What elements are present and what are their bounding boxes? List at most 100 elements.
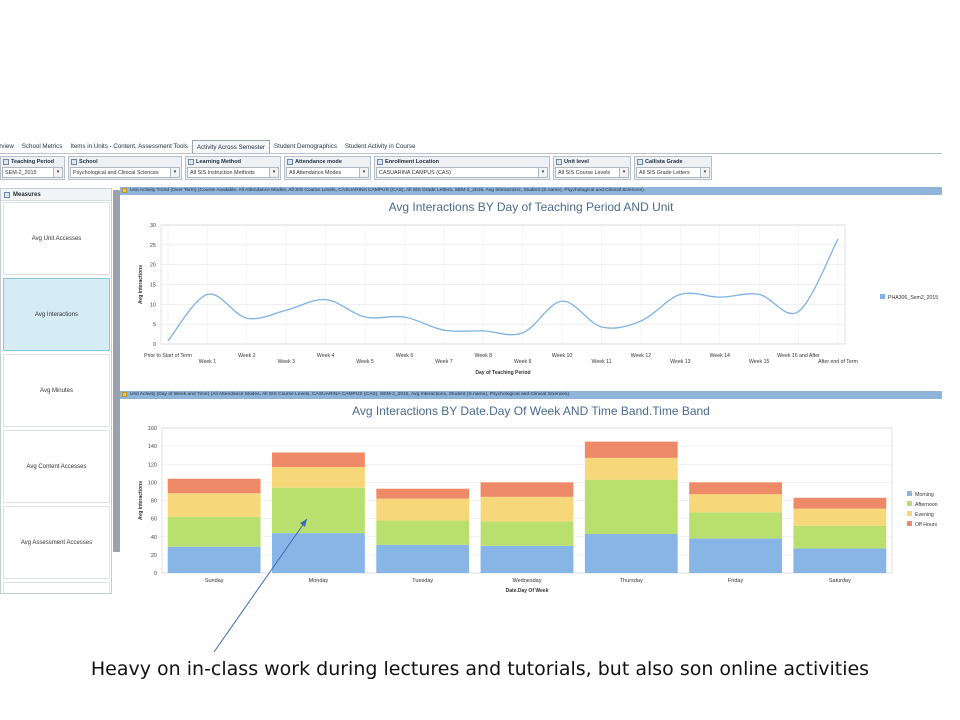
filter-label: Attendance mode bbox=[295, 159, 342, 165]
filter-icon bbox=[188, 159, 194, 165]
filter-icon bbox=[377, 159, 383, 165]
bar-segment bbox=[376, 520, 470, 545]
legend-swatch bbox=[880, 294, 885, 299]
filter-label: Teaching Period bbox=[11, 159, 55, 165]
y-tick-label: 100 bbox=[148, 480, 157, 486]
legend-label: Afternoon bbox=[915, 502, 938, 508]
bar-segment bbox=[480, 482, 574, 497]
bar-segment bbox=[584, 534, 678, 573]
line-point bbox=[640, 320, 642, 322]
star-icon bbox=[122, 188, 127, 193]
bar-segment bbox=[480, 496, 574, 522]
measure-avg-minutes[interactable]: Avg Minutes bbox=[3, 354, 110, 427]
x-axis-title: Date.Day Of Week bbox=[506, 588, 549, 594]
line-point bbox=[246, 317, 248, 319]
x-tick-label: Week 10 bbox=[552, 353, 572, 359]
school-select[interactable]: Psychological and Clinical Sciences ▾ bbox=[70, 167, 180, 178]
x-tick-label: Week 9 bbox=[514, 359, 532, 365]
x-tick-label: Week 5 bbox=[356, 359, 374, 365]
chevron-down-icon[interactable]: ▾ bbox=[700, 168, 709, 177]
y-tick-label: 10 bbox=[150, 302, 156, 308]
y-tick-label: 30 bbox=[150, 223, 156, 229]
star-icon bbox=[122, 392, 127, 397]
x-tick-label: Week 15 bbox=[749, 359, 769, 365]
measures-scrollbar[interactable] bbox=[113, 190, 120, 552]
tab-activity-across-semester[interactable]: Activity Across Semester bbox=[191, 140, 270, 153]
bar-segment bbox=[480, 521, 574, 546]
x-tick-label: Prior to Start of Term bbox=[144, 353, 192, 359]
x-tick-label: Week 6 bbox=[396, 353, 414, 359]
unit-level-select[interactable]: All SIS Course Levels ▾ bbox=[555, 167, 629, 178]
tab-school-metrics[interactable]: School Metrics bbox=[21, 143, 63, 150]
tab-student-demographics[interactable]: Student Demographics bbox=[273, 143, 337, 150]
x-tick-label: Saturday bbox=[829, 578, 851, 584]
filter-school: School Psychological and Clinical Scienc… bbox=[68, 156, 182, 180]
callista-grade-select[interactable]: All SIS Grade Letters ▾ bbox=[636, 167, 710, 178]
x-tick-label: Week 2 bbox=[238, 353, 256, 359]
measure-avg-interactions[interactable]: Avg Interactions bbox=[3, 278, 110, 351]
measure-avg-assessment-accesses[interactable]: Avg Assessment Accesses bbox=[3, 506, 110, 579]
chevron-down-icon[interactable]: ▾ bbox=[269, 168, 278, 177]
filter-label: Unit level bbox=[564, 159, 589, 165]
tab-student-activity-in-course[interactable]: Student Activity in Course bbox=[344, 143, 416, 150]
bar-segment bbox=[793, 548, 887, 573]
bar-segment bbox=[584, 479, 678, 535]
learning-method-select[interactable]: All SIS Instruction Methods ▾ bbox=[187, 167, 279, 178]
line-point bbox=[404, 316, 406, 318]
legend-swatch bbox=[907, 491, 912, 496]
legend-swatch bbox=[907, 521, 912, 526]
filter-label: Enrollment Location bbox=[385, 159, 440, 165]
tab-overview[interactable]: Overview bbox=[0, 143, 14, 150]
attendance-mode-select[interactable]: All Attendance Modes ▾ bbox=[286, 167, 369, 178]
bar-segment bbox=[272, 487, 365, 534]
measure-more[interactable] bbox=[3, 582, 110, 593]
chevron-down-icon[interactable]: ▾ bbox=[619, 168, 628, 177]
line-point bbox=[561, 300, 563, 302]
plot-frame bbox=[160, 224, 846, 345]
line-point bbox=[522, 332, 524, 334]
filter-enrollment-location: Enrollment Location CASUARINA CAMPUS (CA… bbox=[374, 156, 550, 180]
y-tick-label: 80 bbox=[151, 499, 157, 505]
enrollment-location-select[interactable]: CASUARINA CAMPUS (CAS) ▾ bbox=[376, 167, 548, 178]
tab-items-in-units[interactable]: Items in Units - Content, Assessment Too… bbox=[70, 143, 188, 150]
measure-avg-unit-accesses[interactable]: Avg Unit Accesses bbox=[3, 202, 110, 275]
bar-segment bbox=[167, 478, 261, 494]
y-tick-label: 60 bbox=[151, 517, 157, 523]
y-tick-label: 15 bbox=[150, 283, 156, 289]
filter-icon bbox=[71, 159, 77, 165]
y-tick-label: 5 bbox=[153, 322, 156, 328]
line-point bbox=[482, 330, 484, 332]
bar-segment bbox=[689, 512, 782, 539]
bar-segment bbox=[793, 508, 887, 526]
measures-panel: Measures Avg Unit Accesses Avg Interacti… bbox=[0, 188, 112, 594]
chevron-down-icon[interactable]: ▾ bbox=[53, 168, 62, 177]
dashboard-tab-strip: Overview School Metrics Items in Units -… bbox=[0, 140, 942, 154]
y-axis-title: Avg Interactions bbox=[138, 481, 144, 520]
x-axis-title: Day of Teaching Period bbox=[475, 370, 530, 376]
line-point bbox=[837, 238, 839, 240]
filter-unit-level: Unit level All SIS Course Levels ▾ bbox=[553, 156, 631, 180]
measure-avg-content-accesses[interactable]: Avg Content Accesses bbox=[3, 430, 110, 503]
stacked-bar-chart: 0 20 40 60 80 100 120 140 160 Sunday Monday Tuesday… bbox=[138, 426, 938, 594]
chevron-down-icon[interactable]: ▾ bbox=[170, 168, 179, 177]
filter-icon bbox=[556, 159, 562, 165]
legend-label: Morning bbox=[915, 492, 934, 498]
chevron-down-icon[interactable]: ▾ bbox=[538, 168, 547, 177]
chevron-down-icon[interactable]: ▾ bbox=[359, 168, 368, 177]
line-chart: 0 5 10 15 20 25 30 Prior to Start of Term Week 1… bbox=[138, 223, 938, 376]
legend-swatch bbox=[907, 501, 912, 506]
x-tick-label: Week 7 bbox=[435, 359, 453, 365]
filter-callista-grade: Callista Grade All SIS Grade Letters ▾ bbox=[634, 156, 712, 180]
x-tick-label: Week 16 and After bbox=[777, 353, 820, 359]
bar-segment bbox=[793, 497, 887, 509]
x-tick-label: Thursday bbox=[620, 578, 643, 584]
x-tick-label: Week 13 bbox=[670, 359, 690, 365]
y-axis-title: Avg Interactions bbox=[138, 265, 144, 304]
filter-bar: Teaching Period SEM-2_2015 ▾ School Psych… bbox=[0, 156, 942, 180]
bar-segment bbox=[167, 516, 261, 547]
teaching-period-select[interactable]: SEM-2_2015 ▾ bbox=[2, 167, 63, 178]
y-tick-label: 20 bbox=[150, 263, 156, 269]
line-point bbox=[285, 309, 287, 311]
bar-segment bbox=[167, 493, 261, 517]
filter-icon bbox=[3, 159, 9, 165]
